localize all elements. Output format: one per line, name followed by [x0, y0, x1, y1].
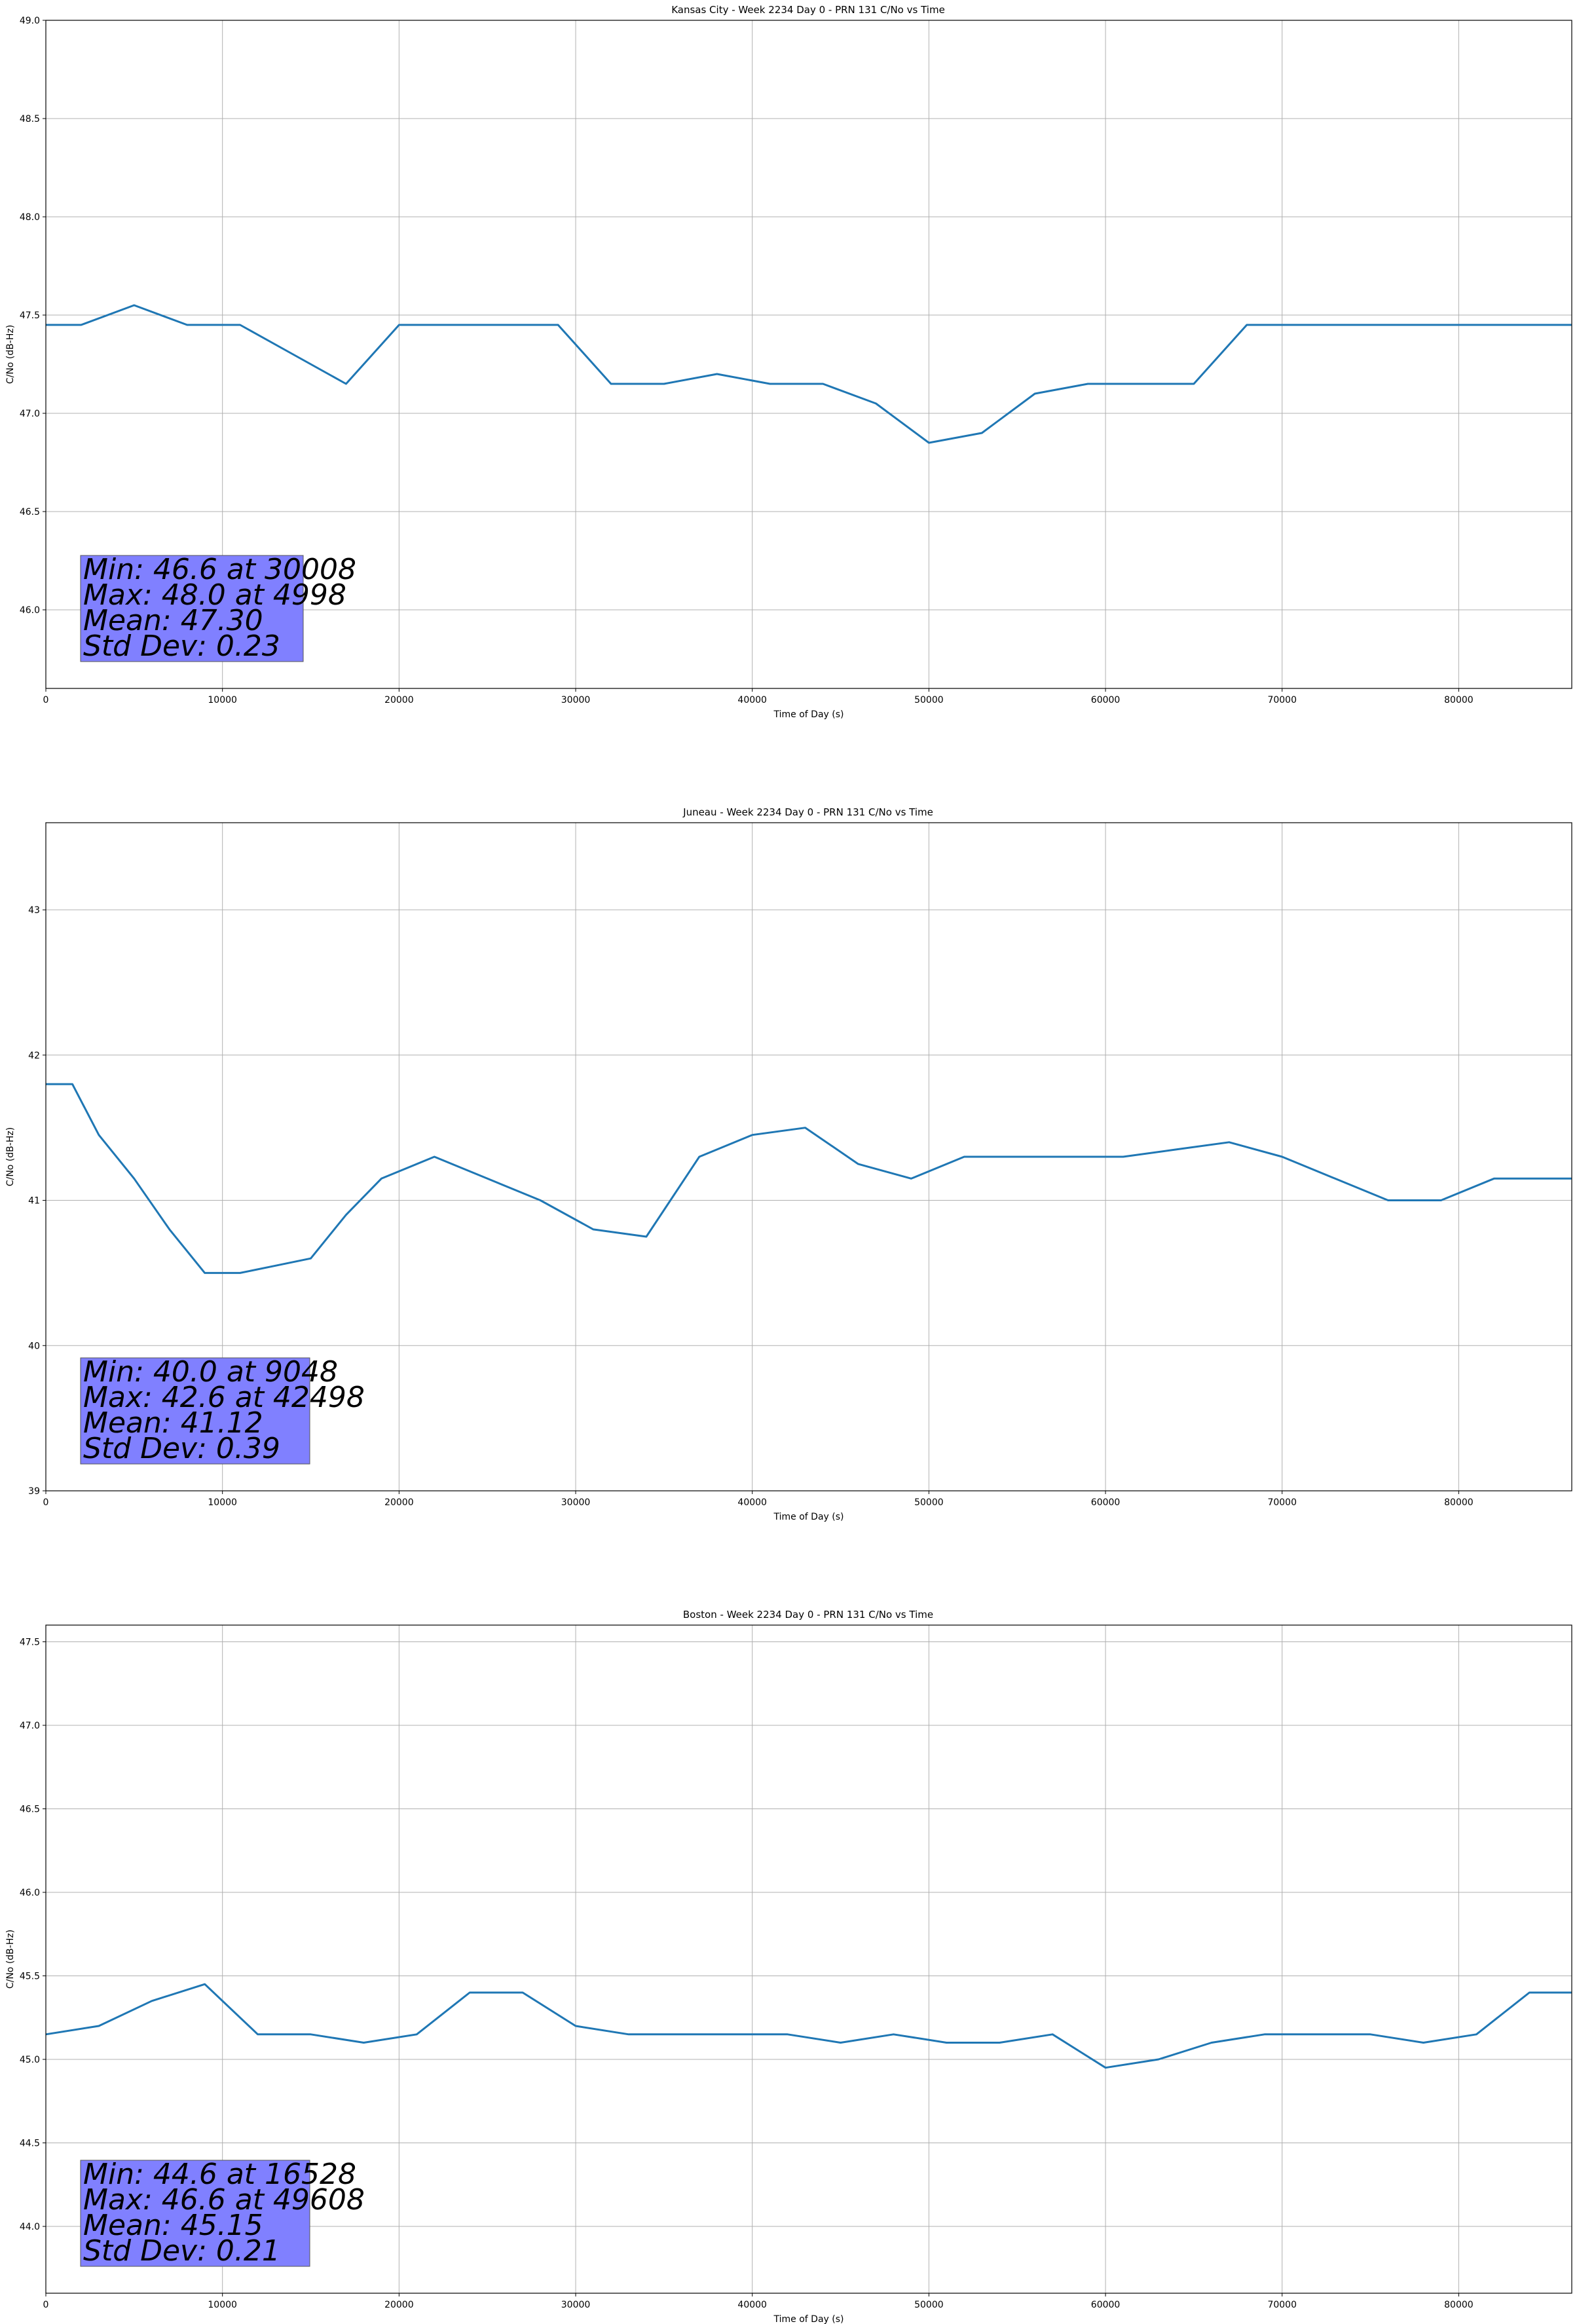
y-tick-label: 42: [28, 1051, 40, 1061]
stats-box-background: [80, 1357, 310, 1465]
series-cno-line: [46, 1083, 1572, 1274]
y-tick-label: 46.5: [20, 1805, 40, 1815]
x-tick-label: 50000: [914, 1497, 944, 1508]
y-axis-label: C/No (dB-Hz): [5, 325, 16, 384]
stat-std-dev: Std Dev: 0.21: [83, 2234, 280, 2268]
y-tick-label: 44.0: [20, 2222, 40, 2232]
y-ticks: 46.0 46.5 47.0 47.5 48.0 48.5 49.0: [20, 16, 46, 616]
x-tick-label: 40000: [737, 695, 767, 705]
y-axis-label: C/No (dB-Hz): [5, 1127, 16, 1186]
x-tick-label: 80000: [1444, 1497, 1474, 1508]
chart-panel-boston: Boston - Week 2234 Day 0 - PRN 131 C/No …: [5, 1609, 1572, 2324]
stat-max: Max: 42.6 at 42498: [83, 1381, 365, 1414]
stat-min: Min: 40.0 at 9048: [83, 1355, 338, 1389]
y-tick-label: 46.0: [20, 605, 40, 616]
stat-std-dev: Std Dev: 0.39: [83, 1432, 280, 1465]
x-tick-label: 30000: [561, 1497, 591, 1508]
stat-mean: Mean: 41.12: [83, 1406, 263, 1440]
x-tick-label: 50000: [914, 2300, 944, 2310]
x-tick-label: 40000: [737, 1497, 767, 1508]
plot-area-frame: [45, 20, 1572, 689]
x-tick-label: 10000: [208, 695, 237, 705]
stat-min: Min: 44.6 at 16528: [83, 2158, 356, 2191]
x-gridlines: [45, 20, 1459, 688]
x-axis-label: Time of Day (s): [773, 709, 844, 720]
y-tick-label: 39: [28, 1486, 40, 1497]
stats-box: Min: 46.6 at 30008 Max: 48.0 at 4998 Mea…: [80, 553, 356, 663]
stats-box-background: [80, 2160, 310, 2267]
stats-box: Min: 40.0 at 9048 Max: 42.6 at 42498 Mea…: [80, 1355, 365, 1465]
series-line: [45, 1983, 1572, 2069]
y-tick-label: 46.5: [20, 507, 40, 517]
x-tick-label: 10000: [208, 2300, 237, 2310]
y-tick-label: 47.0: [20, 1721, 40, 1731]
stat-std-dev: Std Dev: 0.23: [83, 629, 280, 663]
series-line: [46, 304, 1572, 444]
x-tick-label: 20000: [384, 1497, 414, 1508]
plot-area-frame: [45, 822, 1572, 1491]
x-ticks: 0 10000 20000 30000 40000 50000 60000 70000 8000…: [43, 688, 1474, 705]
y-tick-label: 48.5: [20, 114, 40, 124]
x-tick-label: 80000: [1444, 695, 1474, 705]
y-ticks: 44.0 44.5 45.0 45.5 46.0 46.5 47.0 47.5: [20, 1638, 46, 2232]
y-tick-label: 45.0: [20, 2055, 40, 2065]
stat-min: Min: 46.6 at 30008: [83, 553, 356, 586]
chart-panel-juneau: Juneau - Week 2234 Day 0 - PRN 131 C/No …: [5, 806, 1572, 1522]
x-axis-label: Time of Day (s): [773, 2314, 844, 2324]
x-tick-label: 50000: [914, 695, 944, 705]
stat-mean: Mean: 45.15: [83, 2209, 263, 2242]
chart-panel-kansas-city: Kansas City - Week 2234 Day 0 - PRN 131 …: [5, 4, 1572, 720]
y-axis-label: C/No (dB-Hz): [5, 1930, 16, 1989]
x-tick-label: 20000: [384, 695, 414, 705]
x-tick-label: 10000: [208, 1497, 237, 1508]
y-tick-label: 48.0: [20, 212, 40, 223]
chart-title: Boston - Week 2234 Day 0 - PRN 131 C/No …: [683, 1609, 933, 1621]
plot-area-frame: [45, 1624, 1572, 2294]
x-tick-label: 70000: [1267, 2300, 1297, 2310]
x-tick-label: 30000: [561, 695, 591, 705]
stat-mean: Mean: 47.30: [83, 604, 263, 637]
stat-max: Max: 46.6 at 49608: [83, 2183, 365, 2217]
x-tick-label: 40000: [737, 2300, 767, 2310]
x-tick-label: 70000: [1267, 695, 1297, 705]
chart-title: Juneau - Week 2234 Day 0 - PRN 131 C/No …: [682, 806, 933, 818]
x-ticks: 0 10000 20000 30000 40000 50000 60000 70000 8000…: [43, 2293, 1474, 2310]
y-tick-label: 46.0: [20, 1888, 40, 1898]
x-tick-label: 20000: [384, 2300, 414, 2310]
x-tick-label: 0: [43, 695, 49, 705]
x-tick-label: 0: [43, 1497, 49, 1508]
y-tick-label: 47.5: [20, 1638, 40, 1648]
x-tick-label: 60000: [1091, 2300, 1121, 2310]
x-tick-label: 80000: [1444, 2300, 1474, 2310]
y-tick-label: 43: [28, 905, 40, 916]
series-cno-line: [45, 1983, 1572, 2069]
chart-title: Kansas City - Week 2234 Day 0 - PRN 131 …: [671, 4, 945, 16]
stats-box-background: [80, 555, 304, 662]
y-tick-label: 47.0: [20, 409, 40, 419]
y-tick-label: 47.5: [20, 310, 40, 321]
x-tick-label: 60000: [1091, 1497, 1121, 1508]
y-tick-label: 44.5: [20, 2139, 40, 2149]
x-ticks: 0 10000 20000 30000 40000 50000 60000 70000 8000…: [43, 1491, 1474, 1508]
x-tick-label: 60000: [1091, 695, 1121, 705]
y-tick-label: 40: [28, 1341, 40, 1351]
x-tick-label: 0: [43, 2300, 49, 2310]
x-tick-label: 70000: [1267, 1497, 1297, 1508]
y-tick-label: 41: [28, 1196, 40, 1207]
series-line: [46, 1083, 1572, 1274]
series-cno-line: [46, 304, 1572, 444]
stat-max: Max: 48.0 at 4998: [83, 578, 346, 612]
x-tick-label: 30000: [561, 2300, 591, 2310]
y-tick-label: 45.5: [20, 1972, 40, 1982]
stats-box: Min: 44.6 at 16528 Max: 46.6 at 49608 Me…: [80, 2158, 365, 2268]
y-ticks: 39 40 41 42 43: [28, 905, 46, 1497]
y-tick-label: 49.0: [20, 16, 40, 26]
x-axis-label: Time of Day (s): [773, 1512, 844, 1522]
